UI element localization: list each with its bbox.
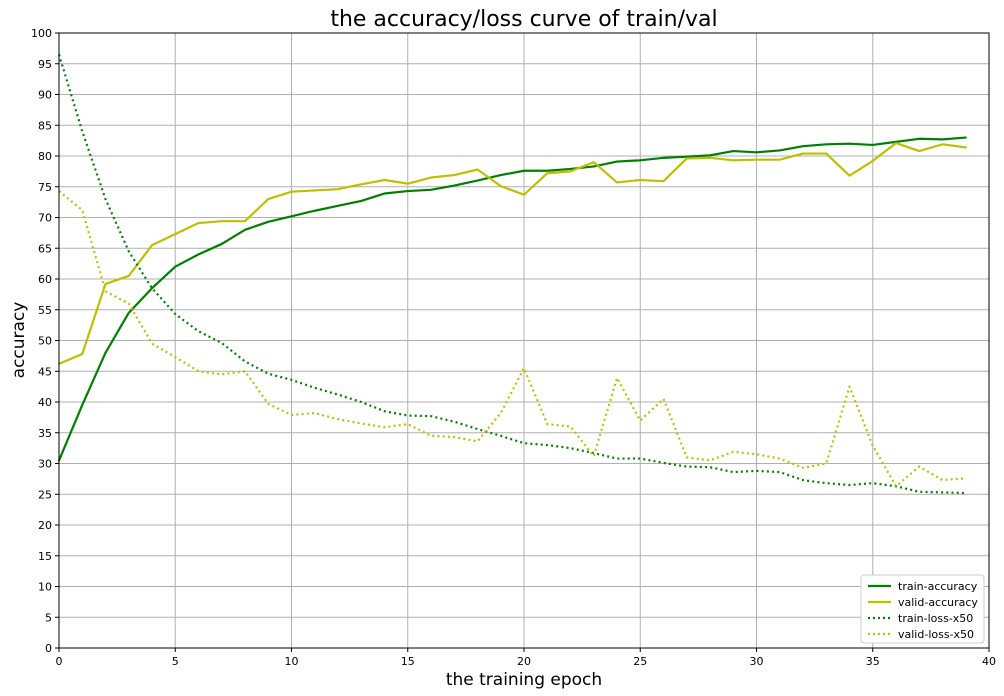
y-tick-label: 55 xyxy=(38,304,52,317)
x-tick-label: 35 xyxy=(866,655,880,668)
x-tick-label: 20 xyxy=(517,655,531,668)
y-tick-label: 90 xyxy=(38,89,52,102)
y-tick-label: 0 xyxy=(45,642,52,655)
x-tick-label: 25 xyxy=(633,655,647,668)
x-tick-label: 40 xyxy=(982,655,996,668)
y-tick-label: 75 xyxy=(38,181,52,194)
y-tick-label: 5 xyxy=(45,611,52,624)
y-tick-label: 20 xyxy=(38,519,52,532)
x-axis-label: the training epoch xyxy=(446,670,602,690)
y-tick-label: 80 xyxy=(38,150,52,163)
legend-label-valid-accuracy: valid-accuracy xyxy=(898,596,978,609)
legend-label-valid-loss-x50: valid-loss-x50 xyxy=(898,628,974,641)
y-tick-label: 25 xyxy=(38,488,52,501)
y-tick-label: 70 xyxy=(38,212,52,225)
legend-box xyxy=(860,574,985,644)
y-tick-label: 10 xyxy=(38,581,52,594)
series-line-valid-accuracy xyxy=(57,141,967,365)
series-line-train-loss-x50 xyxy=(57,54,966,495)
x-tick-label: 30 xyxy=(750,655,764,668)
y-tick-label: 40 xyxy=(38,396,52,409)
legend-label-train-accuracy: train-accuracy xyxy=(898,580,978,593)
y-tick-label: 50 xyxy=(38,335,52,348)
y-tick-label: 30 xyxy=(38,458,52,471)
series-line-valid-loss-x50 xyxy=(58,190,966,488)
y-tick-label: 65 xyxy=(38,242,52,255)
grid xyxy=(58,32,990,649)
x-tick-label: 0 xyxy=(56,655,63,668)
chart-title: the accuracy/loss curve of train/val xyxy=(330,7,717,32)
y-tick-label: 85 xyxy=(38,119,52,132)
x-tick-label: 10 xyxy=(285,655,299,668)
y-tick-label: 35 xyxy=(38,427,52,440)
y-tick-label: 95 xyxy=(38,58,52,71)
series-layer xyxy=(57,54,967,495)
plot-frame xyxy=(58,32,990,649)
series-line-train-accuracy xyxy=(57,136,967,462)
y-tick-label: 60 xyxy=(38,273,52,286)
x-tick-label: 15 xyxy=(401,655,415,668)
axis-ticks: 0 5 10 15 20 25 30 35 40 0 5 10 15 20 25 30 35 40 45 50 55 60… xyxy=(31,27,996,668)
y-tick-label: 100 xyxy=(31,27,52,40)
legend-label-train-loss-x50: train-loss-x50 xyxy=(898,612,973,625)
legend: train-accuracy valid-accuracy train-loss-x… xyxy=(860,574,985,644)
y-axis-label: accuracy xyxy=(9,302,29,379)
x-tick-label: 5 xyxy=(172,655,179,668)
y-tick-label: 15 xyxy=(38,550,52,563)
y-tick-label: 45 xyxy=(38,365,52,378)
